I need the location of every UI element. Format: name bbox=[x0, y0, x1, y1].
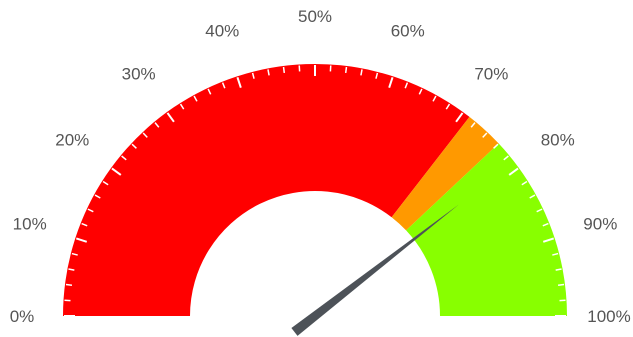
minor-tick bbox=[121, 155, 127, 161]
major-tick bbox=[236, 76, 242, 89]
minor-tick bbox=[221, 82, 226, 89]
major-tick bbox=[388, 76, 394, 89]
minor-tick bbox=[87, 208, 94, 213]
tick-label-3: 30% bbox=[122, 64, 156, 83]
minor-tick bbox=[65, 283, 73, 287]
minor-tick bbox=[360, 69, 363, 76]
gauge-needle bbox=[291, 204, 459, 336]
minor-tick bbox=[418, 88, 423, 95]
gauge-tick-labels: 0% 10% 20% 30% 40% 50% 60% 70% 80% 90% 100% bbox=[10, 7, 631, 326]
gauge-band-2 bbox=[406, 143, 567, 316]
tick-label-5: 50% bbox=[298, 7, 332, 26]
major-tick bbox=[111, 167, 122, 176]
minor-tick bbox=[536, 208, 543, 213]
minor-tick bbox=[71, 252, 78, 256]
minor-tick bbox=[521, 180, 528, 186]
minor-tick bbox=[529, 194, 536, 199]
minor-tick bbox=[251, 72, 255, 79]
tick-label-6: 60% bbox=[391, 22, 425, 41]
minor-tick bbox=[142, 132, 148, 138]
tick-label-9: 90% bbox=[583, 214, 617, 233]
major-tick bbox=[75, 237, 88, 243]
minor-tick bbox=[557, 283, 565, 287]
major-tick bbox=[455, 112, 464, 123]
minor-tick bbox=[470, 122, 476, 128]
gauge-band-1 bbox=[391, 116, 499, 231]
tick-label-7: 70% bbox=[474, 64, 508, 83]
minor-tick bbox=[432, 95, 437, 102]
gauge-bands bbox=[63, 64, 567, 317]
minor-tick bbox=[68, 268, 75, 271]
minor-tick bbox=[344, 66, 348, 74]
tick-label-0: 0% bbox=[10, 307, 35, 326]
minor-tick bbox=[154, 122, 160, 128]
minor-tick bbox=[482, 132, 488, 138]
tick-label-8: 80% bbox=[541, 131, 575, 150]
minor-tick bbox=[542, 222, 549, 227]
minor-tick bbox=[493, 143, 499, 149]
minor-tick bbox=[404, 82, 409, 89]
gauge-needle-group bbox=[291, 204, 459, 336]
tick-label-2: 20% bbox=[55, 131, 89, 150]
minor-tick bbox=[503, 155, 509, 161]
tick-label-10: 100% bbox=[587, 307, 630, 326]
minor-tick bbox=[555, 268, 562, 271]
minor-tick bbox=[375, 72, 379, 79]
minor-tick bbox=[131, 143, 137, 149]
minor-tick bbox=[193, 95, 198, 102]
minor-tick bbox=[179, 103, 185, 110]
minor-tick bbox=[282, 66, 286, 74]
minor-tick bbox=[267, 69, 270, 76]
minor-tick bbox=[94, 194, 101, 199]
minor-tick bbox=[81, 222, 88, 227]
major-tick bbox=[542, 237, 555, 243]
major-tick bbox=[508, 167, 519, 176]
minor-tick bbox=[207, 88, 212, 95]
tick-label-1: 10% bbox=[13, 214, 47, 233]
gauge-band-0 bbox=[63, 64, 470, 317]
gauge-ticks bbox=[64, 65, 566, 317]
major-tick bbox=[166, 112, 175, 123]
tick-label-4: 40% bbox=[205, 22, 239, 41]
minor-tick bbox=[552, 252, 559, 256]
minor-tick bbox=[102, 180, 109, 186]
minor-tick bbox=[445, 103, 451, 110]
